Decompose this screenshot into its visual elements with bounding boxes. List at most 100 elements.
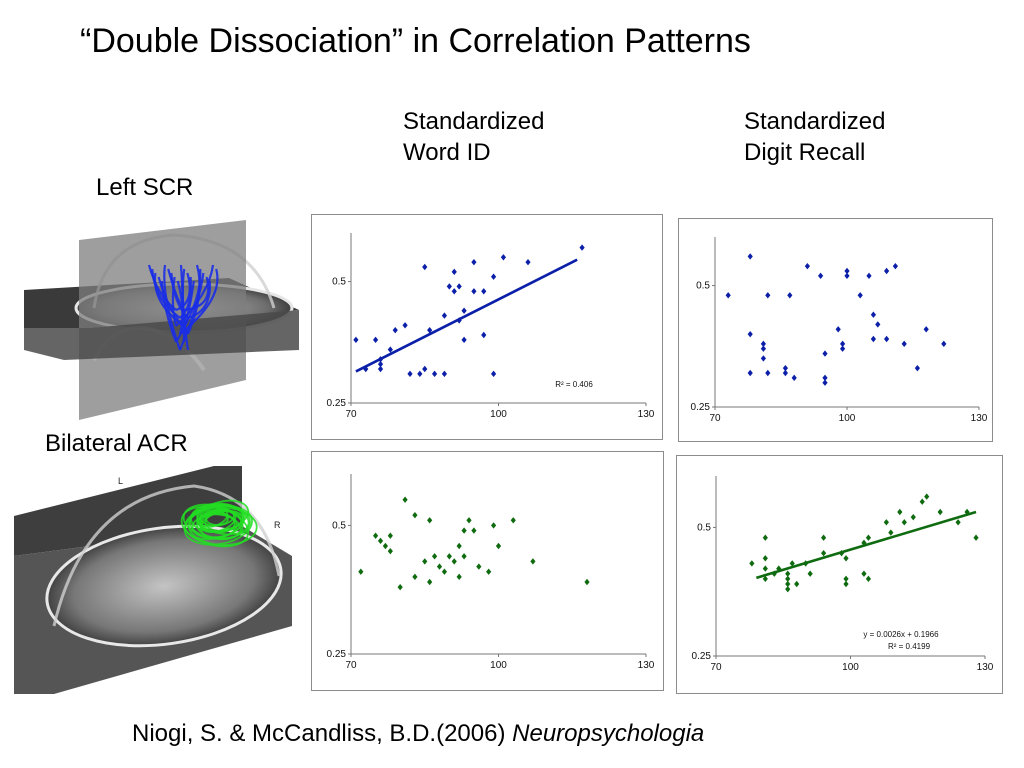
y-tick-label: 0.25 xyxy=(692,651,712,662)
y-tick-label: 0.5 xyxy=(697,522,711,533)
data-point xyxy=(456,542,462,550)
data-point xyxy=(884,335,890,343)
fiber-strand xyxy=(151,268,181,319)
x-tick-label: 70 xyxy=(345,409,357,420)
fiber-strand xyxy=(171,276,178,327)
data-point xyxy=(785,585,791,593)
data-point xyxy=(883,519,889,526)
data-point xyxy=(387,532,393,539)
data-point xyxy=(843,555,849,562)
data-point xyxy=(471,258,477,266)
scatter-scr-digit-recall: 70 100 130 0.5 0.25 xyxy=(678,218,993,442)
data-point xyxy=(910,513,916,521)
y-tick-label: 0.25 xyxy=(327,649,347,660)
fiber-strand xyxy=(160,280,178,343)
y-tick-label: 0.25 xyxy=(691,402,711,413)
data-point xyxy=(402,322,408,329)
scatter-plot-svg: 70 100 130 0.5 0.25 R² = 0.406 xyxy=(327,233,655,420)
data-point xyxy=(579,244,585,251)
x-tick-label: 130 xyxy=(977,662,994,673)
regression-annotation: R² = 0.406 xyxy=(555,380,593,389)
data-point xyxy=(451,288,457,295)
data-point xyxy=(392,326,398,334)
data-point xyxy=(914,364,920,372)
data-point xyxy=(431,370,438,378)
x-tick-label: 100 xyxy=(839,413,856,424)
fiber-tracts-green xyxy=(180,499,258,548)
fiber-strand xyxy=(179,276,192,319)
data-point xyxy=(471,288,477,295)
data-point xyxy=(476,563,482,570)
data-point xyxy=(441,568,448,575)
data-point xyxy=(446,553,452,560)
y-tick-label: 0.25 xyxy=(327,398,347,409)
data-point xyxy=(436,563,443,570)
data-point xyxy=(456,283,462,290)
data-point xyxy=(377,537,384,545)
data-point xyxy=(377,360,384,368)
data-point xyxy=(785,580,791,588)
data-point xyxy=(923,326,929,333)
data-point xyxy=(466,517,472,524)
column-header-line: Digit Recall xyxy=(744,139,866,166)
data-point xyxy=(884,267,890,275)
data-point xyxy=(844,272,850,280)
data-point xyxy=(451,268,457,276)
data-point xyxy=(725,292,731,299)
data-point xyxy=(377,356,384,363)
data-point xyxy=(427,517,433,524)
x-tick-label: 70 xyxy=(709,413,721,424)
data-point xyxy=(412,511,418,519)
data-point xyxy=(461,527,467,534)
data-point xyxy=(765,369,771,377)
trendline xyxy=(355,258,578,373)
data-point xyxy=(397,583,403,591)
data-point xyxy=(866,272,872,280)
data-point xyxy=(941,340,947,348)
fiber-strand xyxy=(175,264,215,327)
scatter-acr-digit-recall: 70 100 130 0.5 0.25 y = 0.0026x + 0.1966 R² = … xyxy=(676,455,1003,694)
citation-journal: Neuropsychologia xyxy=(512,720,705,747)
data-point xyxy=(762,555,768,562)
data-point xyxy=(427,578,433,586)
column-header-line: Standardized xyxy=(744,108,886,135)
data-point xyxy=(919,498,925,505)
data-point xyxy=(865,575,872,583)
data-point xyxy=(901,340,907,348)
data-point xyxy=(441,312,448,319)
data-point xyxy=(525,258,531,266)
data-point xyxy=(747,369,753,377)
data-point xyxy=(787,292,793,299)
data-point xyxy=(861,570,867,577)
data-point xyxy=(901,519,907,526)
data-point xyxy=(422,558,428,565)
data-point xyxy=(431,553,438,560)
data-point xyxy=(897,508,903,516)
data-point xyxy=(807,570,813,577)
x-tick-label: 100 xyxy=(490,409,507,420)
data-point xyxy=(870,311,876,318)
column-header-line: Standardized xyxy=(403,108,545,135)
data-point xyxy=(461,307,467,314)
data-point xyxy=(446,283,452,290)
data-point xyxy=(412,573,418,581)
data-point xyxy=(510,517,516,524)
column-header-line: Word ID xyxy=(403,139,491,166)
scatter-acr-word-id: 70 100 130 0.5 0.25 xyxy=(311,451,664,691)
trendline xyxy=(755,510,977,580)
data-point xyxy=(857,292,863,299)
data-point xyxy=(530,558,536,565)
data-point xyxy=(924,493,930,500)
column-header-digit-recall: Standardized Digit Recall xyxy=(744,106,885,168)
x-tick-label: 100 xyxy=(842,662,859,673)
column-header-word-id: Standardized Word ID xyxy=(403,106,544,168)
scatter-scr-word-id: 70 100 130 0.5 0.25 R² = 0.406 xyxy=(311,214,663,440)
data-point xyxy=(490,273,497,280)
data-point xyxy=(794,580,800,588)
data-point xyxy=(486,568,492,575)
data-point xyxy=(382,542,389,550)
data-point xyxy=(402,496,408,503)
y-tick-label: 0.5 xyxy=(332,520,346,531)
data-point xyxy=(782,369,788,377)
data-point xyxy=(804,262,810,270)
